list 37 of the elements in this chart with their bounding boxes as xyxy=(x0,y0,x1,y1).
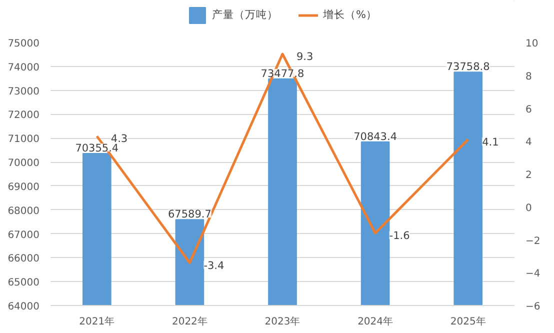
y2-tick-label: −4 xyxy=(526,268,540,280)
y2-tick-label: 0 xyxy=(526,202,532,214)
x-tick-label: 2022年 xyxy=(172,316,208,328)
data-label: 73477.8 xyxy=(260,68,304,80)
legend-label: 产量（万吨） xyxy=(212,8,278,22)
x-tick-label: 2025年 xyxy=(450,316,486,328)
x-tick-label: 2024年 xyxy=(358,316,394,328)
y2-tick-label: 10 xyxy=(526,38,538,50)
y-tick-label: 67000 xyxy=(8,230,40,241)
y-tick-label: 65000 xyxy=(8,278,40,289)
data-label: 4.1 xyxy=(482,136,499,148)
y2-tick-label: 6 xyxy=(526,104,532,116)
x-tick-label: 2023年 xyxy=(264,316,300,328)
y-tick-label: 68000 xyxy=(8,206,40,217)
data-label: -3.4 xyxy=(204,260,225,272)
y-tick-label: 70000 xyxy=(8,158,40,170)
y-tick-label: 72000 xyxy=(8,110,40,122)
y-tick-label: 66000 xyxy=(8,254,40,265)
data-label: 67589.7 xyxy=(168,208,212,221)
y-tick-label: 74000 xyxy=(8,62,40,74)
data-label: 9.3 xyxy=(296,51,314,64)
y-tick-label: 71000 xyxy=(8,134,40,146)
y-tick-label: 75000 xyxy=(8,38,40,50)
y2-tick-label: 2 xyxy=(526,170,532,181)
data-label: 73758.8 xyxy=(446,61,490,74)
data-label: 70843.4 xyxy=(354,130,398,143)
legend-label: 增长（%） xyxy=(323,8,377,22)
y2-tick-label: 8 xyxy=(526,71,532,82)
data-label: -1.6 xyxy=(389,230,410,242)
y-tick-label: 73000 xyxy=(8,86,40,98)
data-label: 70355.4 xyxy=(75,142,119,155)
y-tick-label: 69000 xyxy=(8,182,40,193)
y-tick-label: 64000 xyxy=(8,302,40,312)
x-tick-label: 2021年 xyxy=(79,316,115,328)
y2-tick-label: 4 xyxy=(526,137,532,148)
y2-tick-label: −2 xyxy=(526,236,540,247)
y2-tick-label: −6 xyxy=(526,302,540,312)
